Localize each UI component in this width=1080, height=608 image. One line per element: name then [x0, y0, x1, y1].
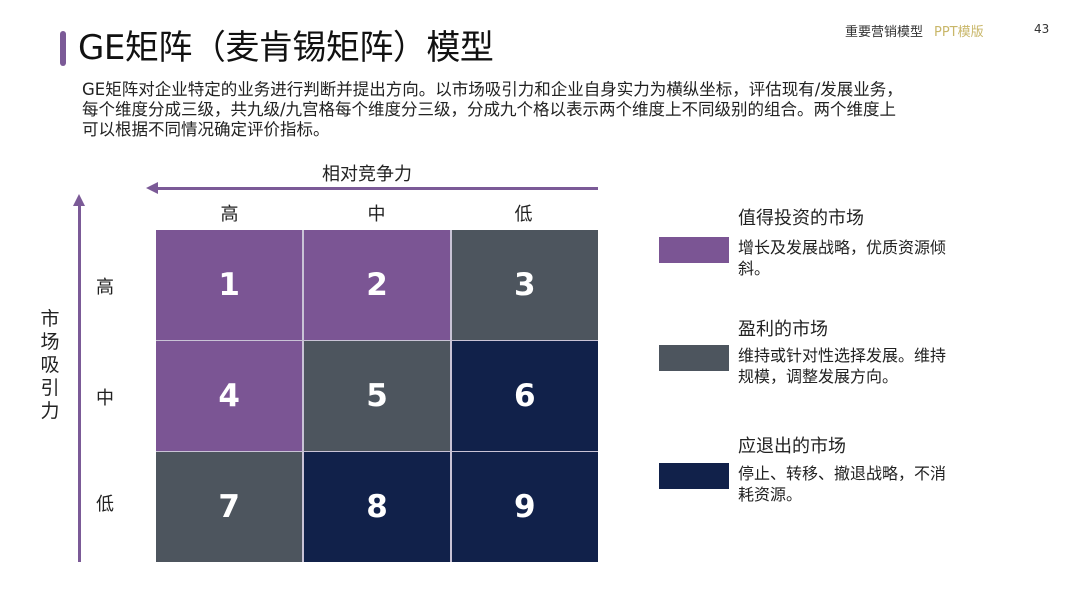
description-line: GE矩阵对企业特定的业务进行判断并提出方向。以市场吸引力和企业自身实力为横纵坐标… — [82, 80, 903, 99]
row-label-mid: 中 — [96, 388, 114, 409]
row-label-low: 低 — [96, 494, 114, 515]
matrix-cell-3: 3 — [451, 230, 598, 340]
matrix-cell-2: 2 — [303, 230, 451, 340]
row-label-high: 高 — [96, 277, 114, 298]
legend-exit-swatch — [659, 463, 729, 489]
matrix-cell-1: 1 — [156, 230, 303, 340]
legend-exit-title: 应退出的市场 — [738, 436, 846, 457]
y-axis-char: 力 — [40, 400, 60, 422]
legend-line: 增长及发展战略，优质资源倾 — [738, 238, 947, 257]
header-tag: PPT模版 — [934, 25, 984, 40]
legend-invest-swatch — [659, 237, 729, 263]
legend-profit-desc: 维持或针对性选择发展。维持 规模，调整发展方向。 — [738, 345, 988, 387]
matrix-cell-7: 7 — [156, 452, 303, 562]
legend-line: 耗资源。 — [738, 485, 803, 504]
title-accent-bar — [60, 31, 66, 66]
y-axis-char: 场 — [40, 331, 60, 353]
arrow-up-icon — [73, 194, 85, 206]
y-axis-arrow-line — [78, 204, 81, 562]
matrix-cell-5: 5 — [303, 341, 451, 451]
legend-profit-title: 盈利的市场 — [738, 319, 828, 340]
y-axis-title: 市 场 吸 引 力 — [38, 308, 62, 423]
ge-matrix-grid: 1 2 3 4 5 6 7 8 9 — [156, 230, 598, 562]
page-number: 43 — [1034, 22, 1050, 36]
column-label-low: 低 — [514, 204, 533, 225]
description-line: 每个维度分成三级，共九级/九宫格每个维度分三级，分成九个格以表示两个维度上不同级… — [82, 100, 897, 119]
x-axis-arrow-line — [156, 187, 598, 190]
arrow-left-icon — [146, 182, 158, 194]
legend-line: 规模，调整发展方向。 — [738, 367, 899, 386]
legend-line: 停止、转移、撤退战略，不消 — [738, 464, 947, 483]
column-label-high: 高 — [220, 204, 239, 225]
matrix-cell-6: 6 — [451, 341, 598, 451]
x-axis-title: 相对竞争力 — [322, 164, 412, 185]
page-title: GE矩阵（麦肯锡矩阵）模型 — [78, 28, 494, 68]
legend-invest-desc: 增长及发展战略，优质资源倾 斜。 — [738, 237, 988, 279]
matrix-cell-4: 4 — [156, 341, 303, 451]
column-label-mid: 中 — [367, 204, 386, 225]
legend-invest-title: 值得投资的市场 — [738, 208, 864, 229]
header-label: 重要营销模型 — [845, 25, 924, 40]
legend-profit-swatch — [659, 345, 729, 371]
y-axis-char: 吸 — [40, 354, 60, 376]
description-line: 可以根据不同情况确定评价指标。 — [82, 120, 330, 139]
legend-exit-desc: 停止、转移、撤退战略，不消 耗资源。 — [738, 463, 988, 505]
y-axis-char: 引 — [40, 377, 60, 399]
y-axis-char: 市 — [40, 308, 60, 330]
legend-line: 斜。 — [738, 259, 771, 278]
matrix-cell-9: 9 — [451, 452, 598, 562]
description: GE矩阵对企业特定的业务进行判断并提出方向。以市场吸引力和企业自身实力为横纵坐标… — [82, 80, 992, 140]
legend-line: 维持或针对性选择发展。维持 — [738, 346, 947, 365]
matrix-cell-8: 8 — [303, 452, 451, 562]
